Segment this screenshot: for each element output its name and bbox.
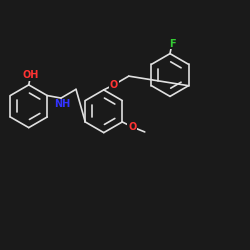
Text: O: O	[128, 122, 136, 132]
Text: NH: NH	[54, 99, 70, 109]
Text: F: F	[169, 38, 175, 48]
Text: O: O	[110, 80, 118, 90]
Text: OH: OH	[22, 70, 39, 80]
